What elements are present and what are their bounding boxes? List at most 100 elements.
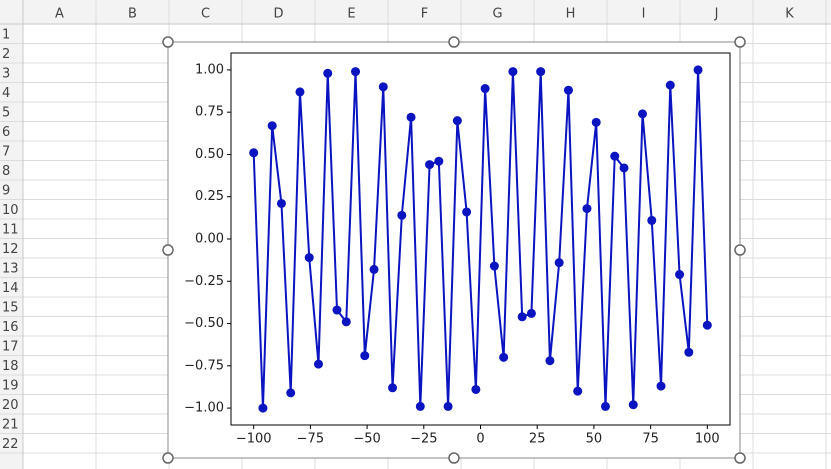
y-tick-label: 1.00 [195, 62, 224, 77]
data-point [258, 403, 268, 413]
data-point [693, 65, 703, 75]
row-header: 20 [2, 398, 19, 413]
data-point [675, 270, 685, 280]
data-point [295, 87, 305, 97]
data-point [536, 67, 546, 77]
row-header: 3 [2, 66, 10, 81]
data-point [600, 401, 610, 411]
x-tick-label: 25 [529, 432, 546, 447]
data-point [351, 67, 361, 77]
x-tick-label: 0 [476, 432, 484, 447]
resize-handle[interactable] [734, 36, 746, 48]
data-point [665, 80, 675, 90]
data-point [610, 151, 620, 161]
y-tick-label: −0.25 [184, 274, 224, 289]
x-tick-label: 50 [586, 432, 603, 447]
row-header: 14 [2, 281, 19, 296]
row-header: 18 [2, 359, 19, 374]
x-tick-label: −75 [297, 432, 324, 447]
column-header: A [55, 7, 64, 22]
y-tick-label: −1.00 [184, 401, 224, 416]
data-point [425, 160, 435, 170]
data-point [332, 305, 342, 315]
data-point [267, 121, 277, 131]
data-point [582, 204, 592, 214]
data-point [563, 85, 573, 95]
data-point [702, 320, 712, 330]
data-point [434, 156, 444, 166]
column-header: J [714, 7, 719, 22]
resize-handle[interactable] [734, 452, 746, 464]
row-header: 12 [2, 242, 19, 257]
y-tick-label: 0.25 [195, 189, 224, 204]
y-tick-label: −0.75 [184, 358, 224, 373]
row-header: 1 [2, 27, 10, 42]
data-point [619, 163, 629, 173]
row-header: 2 [2, 47, 10, 62]
data-point [480, 84, 490, 94]
column-header: K [785, 7, 794, 22]
data-point [638, 109, 648, 119]
row-header: 13 [2, 261, 19, 276]
y-tick-label: 0.50 [195, 147, 224, 162]
row-header: 19 [2, 378, 19, 393]
y-tick-label: 0.75 [195, 105, 224, 120]
data-point [323, 68, 333, 78]
data-point [526, 308, 536, 318]
data-point [276, 198, 286, 208]
data-point [406, 112, 416, 122]
data-point [517, 312, 527, 322]
row-header: 9 [2, 183, 10, 198]
data-point [369, 264, 379, 274]
data-point [452, 116, 462, 126]
data-point [443, 401, 453, 411]
column-header: G [492, 7, 502, 22]
row-header: 16 [2, 320, 19, 335]
row-header: 17 [2, 339, 19, 354]
resize-handle[interactable] [162, 36, 174, 48]
data-point [341, 317, 351, 327]
data-point [554, 258, 564, 268]
row-header: 10 [2, 203, 19, 218]
column-header: E [347, 7, 355, 22]
resize-handle[interactable] [448, 452, 460, 464]
resize-handle[interactable] [162, 244, 174, 256]
resize-handle[interactable] [734, 244, 746, 256]
data-point [378, 82, 388, 92]
column-header: F [421, 7, 428, 22]
x-tick-label: 75 [642, 432, 659, 447]
row-header: 4 [2, 86, 10, 101]
column-header: C [201, 7, 210, 22]
data-point [304, 253, 314, 263]
row-header: 5 [2, 105, 10, 120]
data-point [573, 386, 583, 396]
data-point [360, 351, 370, 361]
data-point [286, 388, 296, 398]
row-header: 15 [2, 300, 19, 315]
resize-handle[interactable] [162, 452, 174, 464]
column-header: H [566, 7, 576, 22]
column-header: I [642, 7, 646, 22]
data-point [489, 261, 499, 271]
row-header: 21 [2, 417, 19, 432]
y-tick-label: 0.00 [195, 232, 224, 247]
data-point [684, 347, 694, 357]
data-point [545, 356, 555, 366]
data-point [591, 117, 601, 127]
resize-handle[interactable] [448, 36, 460, 48]
x-tick-label: −50 [353, 432, 380, 447]
data-point [628, 400, 638, 410]
row-header: 11 [2, 222, 19, 237]
x-tick-label: −100 [236, 432, 272, 447]
data-line [252, 69, 709, 409]
row-header: 22 [2, 437, 19, 452]
y-tick-label: −0.50 [184, 316, 224, 331]
x-tick-label: 100 [695, 432, 720, 447]
column-header: B [128, 7, 137, 22]
x-tick-label: −25 [410, 432, 437, 447]
row-header: 6 [2, 125, 10, 140]
column-header: D [273, 7, 283, 22]
data-point [388, 383, 398, 393]
data-point [647, 215, 657, 225]
